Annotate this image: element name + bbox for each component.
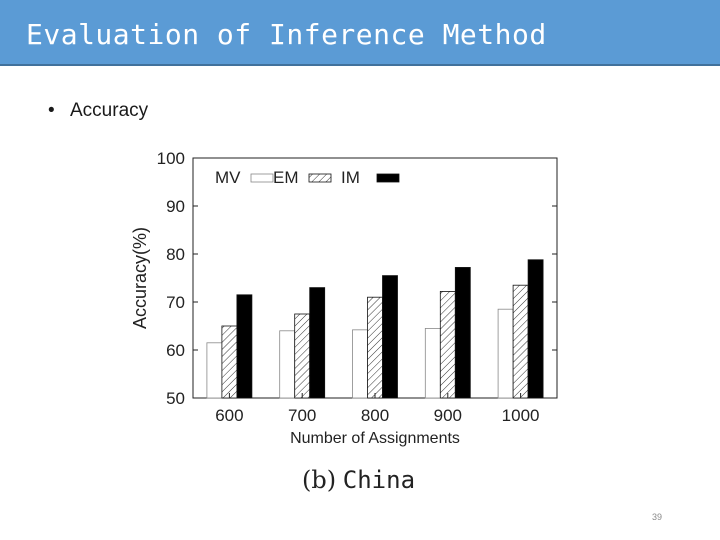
y-tick-label: 80 <box>166 245 185 264</box>
bar-mv <box>206 342 223 399</box>
bar-im <box>236 294 253 399</box>
bar-mv <box>279 330 296 399</box>
page-number: 39 <box>652 512 663 522</box>
x-tick-label: 700 <box>288 406 316 425</box>
legend-label-em: EM <box>273 168 299 187</box>
caption-region: China <box>342 466 416 494</box>
bullet-item: • Accuracy <box>48 100 148 122</box>
bar-em <box>367 296 383 399</box>
bar-em <box>439 291 456 399</box>
bar-mv <box>352 329 368 399</box>
bar-em <box>221 325 238 399</box>
bar-im <box>454 267 471 399</box>
y-tick-label: 90 <box>166 197 185 216</box>
legend-swatch-mv <box>250 173 274 183</box>
bullet-icon: • <box>48 100 55 121</box>
legend-swatch-im <box>376 173 400 183</box>
x-tick-label: 1000 <box>502 406 540 425</box>
caption-label: (b) <box>302 466 337 494</box>
bar-im <box>309 287 326 399</box>
bar-im <box>382 275 398 399</box>
bar-em <box>512 284 529 399</box>
x-axis-label: Number of Assignments <box>290 430 460 447</box>
y-tick-label: 50 <box>166 389 185 408</box>
bar-em <box>294 313 311 399</box>
y-tick-label: 60 <box>166 341 185 360</box>
figure-caption: (b) China <box>302 466 415 495</box>
legend-swatch-em <box>308 173 332 183</box>
accuracy-bar-chart: 50 60 70 80 90 100 600 700 800 900 1000 Number of A… <box>130 149 558 447</box>
x-tick-label: 600 <box>215 406 243 425</box>
bullet-text: Accuracy <box>70 100 149 121</box>
y-tick-label: 100 <box>157 149 185 168</box>
title-bar: Evaluation of Inference Method <box>0 0 720 66</box>
y-axis-label: Accuracy(%) <box>130 227 150 329</box>
bar-mv <box>497 308 514 399</box>
legend-label-mv: MV <box>215 168 241 187</box>
x-tick-label: 900 <box>434 406 462 425</box>
slide-title: Evaluation of Inference Method <box>26 18 547 51</box>
bar-mv <box>424 327 441 399</box>
legend-label-im: IM <box>341 168 360 187</box>
y-tick-label: 70 <box>166 293 185 312</box>
bar-im <box>527 259 544 399</box>
x-tick-label: 800 <box>361 406 389 425</box>
